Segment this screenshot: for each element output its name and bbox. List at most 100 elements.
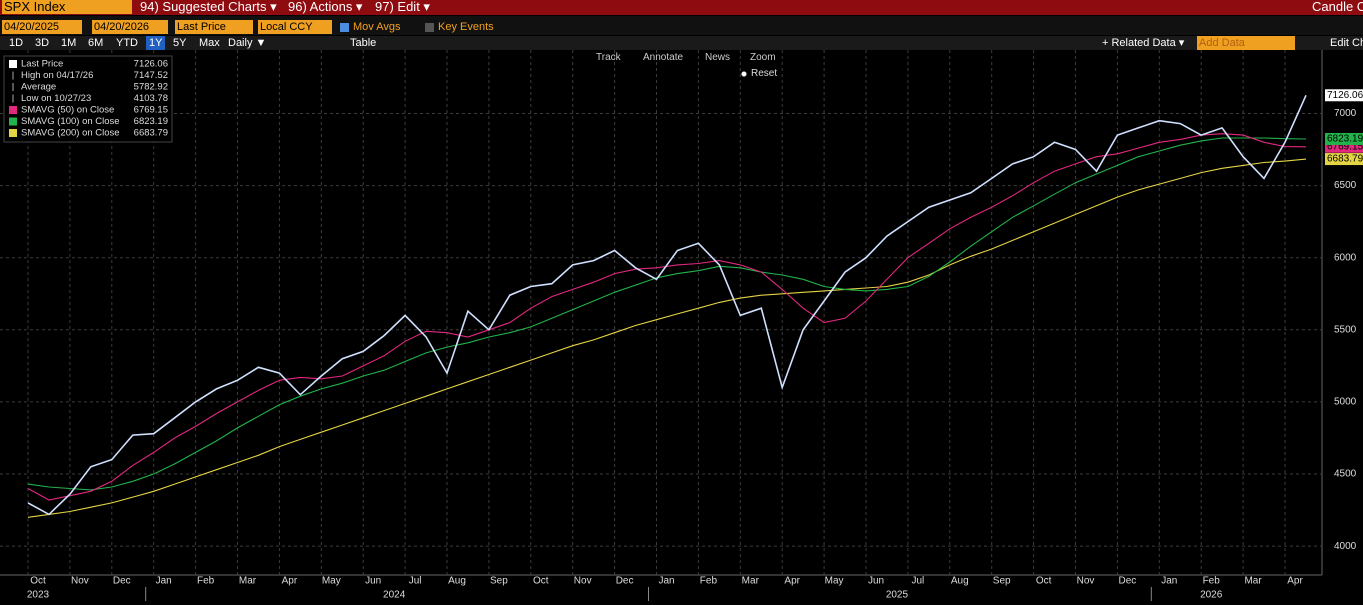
x-tick-label: Jun [868, 576, 884, 587]
menu-button[interactable]: 97) Edit ▾ [375, 0, 430, 14]
edit-chart[interactable]: Edit Ch [1330, 37, 1363, 49]
value-tag-label: 6683.79 [1327, 154, 1363, 165]
currency-select[interactable]: Local CCY [258, 20, 332, 34]
legend-value: 7147.52 [134, 70, 168, 81]
legend-value: 4103.78 [134, 93, 168, 104]
x-tick-label: Oct [533, 576, 549, 587]
y-tick-label: 6500 [1334, 180, 1357, 191]
x-tick-label: Jan [658, 576, 674, 587]
title-bar [0, 0, 1363, 15]
chart-tool[interactable]: News [705, 52, 731, 63]
add-data-field[interactable]: Add Data [1197, 36, 1295, 50]
legend-label: SMAVG (50) on Close [21, 105, 114, 116]
legend-value: 6683.79 [134, 128, 168, 139]
x-tick-label: Mar [742, 576, 760, 587]
x-tick-label: Sep [490, 576, 508, 587]
value-tag-label: 6769.15 [1327, 141, 1363, 152]
period-button[interactable]: Max [199, 37, 220, 49]
x-tick-label: Dec [1119, 576, 1137, 587]
period-button[interactable]: 5Y [173, 37, 187, 49]
legend-value: 6823.19 [134, 116, 168, 127]
legend-swatch [9, 106, 17, 114]
period-button[interactable]: 1Y [146, 36, 166, 50]
legend-label: SMAVG (200) on Close [21, 128, 120, 139]
legend-value: 7126.06 [134, 59, 168, 70]
chart-tool[interactable]: Zoom [750, 52, 776, 63]
x-tick-label: Oct [1036, 576, 1052, 587]
chart-tool[interactable]: Track [596, 52, 621, 63]
mov-avgs-checkbox[interactable]: Mov Avgs [340, 20, 401, 34]
year-label: 2025 [886, 590, 909, 601]
period-button[interactable]: 3D [35, 37, 50, 49]
related-data[interactable]: + Related Data ▾ [1102, 37, 1185, 49]
ticker-field[interactable]: SPX Index [2, 0, 132, 14]
y-tick-label: 4500 [1334, 469, 1357, 480]
x-tick-label: Apr [784, 576, 800, 587]
series-line [27, 158, 1307, 518]
x-tick-label: Mar [239, 576, 257, 587]
x-tick-label: May [322, 576, 341, 587]
chart: 4000 4500 5000 5500 6000 6500 7000 Oct Nov Dec Jan… [0, 50, 1363, 601]
start-date[interactable]: 04/20/2025 [2, 20, 82, 34]
y-tick-label: 7000 [1334, 108, 1357, 119]
series-line [27, 94, 1307, 516]
x-tick-label: Nov [71, 576, 89, 587]
x-tick-label: Jun [365, 576, 381, 587]
value-tag [1325, 153, 1363, 166]
legend-value: 6769.15 [134, 105, 168, 116]
y-tick-label: 4000 [1334, 541, 1357, 552]
frequency-select[interactable]: Daily ▼ [228, 37, 267, 49]
x-tick-label: Jan [156, 576, 172, 587]
x-tick-label: May [825, 576, 844, 587]
legend-box [3, 55, 173, 143]
y-tick-label: 5500 [1334, 324, 1357, 335]
x-tick-label: Apr [1287, 576, 1303, 587]
legend-label: Last Price [21, 59, 63, 70]
x-tick-label: Nov [574, 576, 592, 587]
series-line [27, 137, 1307, 491]
x-tick-label: Apr [282, 576, 298, 587]
year-label: 2026 [1200, 590, 1223, 601]
year-label: 2023 [27, 590, 50, 601]
chart-type: Candle C [1312, 0, 1363, 14]
period-bar [0, 36, 1363, 50]
field-select[interactable]: Last Price [175, 20, 253, 34]
period-button[interactable]: 1D [9, 37, 24, 49]
x-tick-label: Feb [700, 576, 718, 587]
end-date[interactable]: 04/20/2026 [92, 20, 168, 34]
period-button[interactable]: YTD [116, 37, 138, 49]
period-button[interactable]: 1M [61, 37, 77, 49]
legend-label: Low on 10/27/23 [21, 93, 91, 104]
x-tick-label: Feb [197, 576, 215, 587]
x-tick-label: Aug [951, 576, 969, 587]
y-tick-label: 5000 [1334, 397, 1357, 408]
x-tick-label: Mar [1244, 576, 1262, 587]
x-tick-label: Jul [912, 576, 925, 587]
series-line [27, 133, 1307, 501]
x-tick-label: Jan [1161, 576, 1177, 587]
x-tick-label: Dec [113, 576, 131, 587]
menu-button[interactable]: 94) Suggested Charts ▾ [140, 0, 277, 14]
legend-label: Average [21, 82, 56, 93]
x-tick-label: Sep [993, 576, 1011, 587]
chart-tool[interactable]: Annotate [643, 52, 684, 63]
legend-swatch [9, 117, 17, 126]
value-tag [1325, 132, 1363, 145]
legend-value: 5782.92 [134, 82, 168, 93]
y-tick-label: 6000 [1334, 252, 1357, 263]
x-tick-label: Dec [616, 576, 634, 587]
year-label: 2024 [383, 590, 406, 601]
x-tick-label: Aug [448, 576, 466, 587]
key-events-checkbox[interactable]: Key Events [425, 20, 494, 34]
x-tick-label: Feb [1203, 576, 1221, 587]
table-button[interactable]: Table [350, 37, 377, 49]
reset-button[interactable]: Reset [740, 67, 778, 81]
menu-button[interactable]: 96) Actions ▾ [288, 0, 363, 14]
period-button[interactable]: 6M [88, 37, 104, 49]
x-tick-label: Nov [1077, 576, 1095, 587]
x-tick-label: Jul [409, 576, 422, 587]
value-tag [1325, 89, 1363, 102]
x-tick-label: Oct [30, 576, 46, 587]
legend-label: High on 04/17/26 [21, 70, 93, 81]
